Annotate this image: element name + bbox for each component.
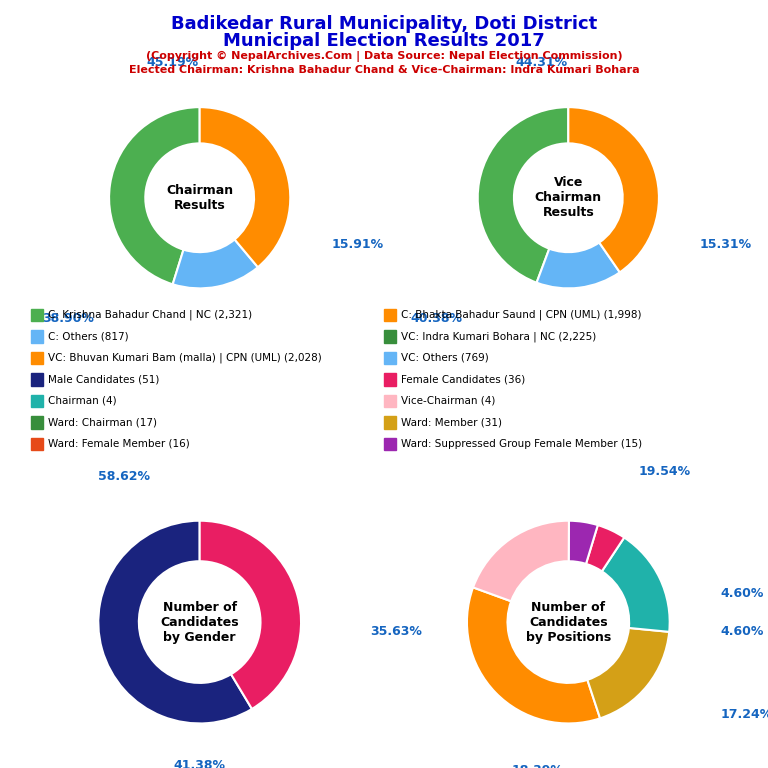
Wedge shape bbox=[588, 628, 669, 718]
Wedge shape bbox=[602, 538, 670, 632]
Text: 15.91%: 15.91% bbox=[331, 237, 383, 250]
Wedge shape bbox=[478, 107, 568, 283]
Text: Ward: Chairman (17): Ward: Chairman (17) bbox=[48, 417, 157, 428]
Wedge shape bbox=[98, 521, 252, 723]
Text: 58.62%: 58.62% bbox=[98, 470, 150, 483]
Text: 4.60%: 4.60% bbox=[720, 624, 763, 637]
Text: Municipal Election Results 2017: Municipal Election Results 2017 bbox=[223, 32, 545, 50]
Text: Ward: Suppressed Group Female Member (15): Ward: Suppressed Group Female Member (15… bbox=[401, 439, 642, 449]
Text: Vice
Chairman
Results: Vice Chairman Results bbox=[535, 177, 602, 219]
Text: Number of
Candidates
by Gender: Number of Candidates by Gender bbox=[161, 601, 239, 644]
Text: (Copyright © NepalArchives.Com | Data Source: Nepal Election Commission): (Copyright © NepalArchives.Com | Data So… bbox=[146, 51, 622, 61]
Text: Number of
Candidates
by Positions: Number of Candidates by Positions bbox=[525, 601, 611, 644]
Text: 19.54%: 19.54% bbox=[638, 465, 690, 478]
Text: Badikedar Rural Municipality, Doti District: Badikedar Rural Municipality, Doti Distr… bbox=[170, 15, 598, 33]
Text: 18.39%: 18.39% bbox=[512, 764, 564, 768]
Wedge shape bbox=[568, 521, 598, 564]
Text: 45.19%: 45.19% bbox=[147, 56, 199, 69]
Text: Female Candidates (36): Female Candidates (36) bbox=[401, 374, 525, 385]
Text: C: Krishna Bahadur Chand | NC (2,321): C: Krishna Bahadur Chand | NC (2,321) bbox=[48, 310, 252, 320]
Text: 44.31%: 44.31% bbox=[515, 56, 568, 69]
Wedge shape bbox=[537, 243, 620, 288]
Wedge shape bbox=[200, 107, 290, 267]
Text: C: Others (817): C: Others (817) bbox=[48, 331, 128, 342]
Text: 40.38%: 40.38% bbox=[411, 313, 463, 326]
Text: Chairman (4): Chairman (4) bbox=[48, 396, 116, 406]
Wedge shape bbox=[200, 521, 301, 709]
Text: Elected Chairman: Krishna Bahadur Chand & Vice-Chairman: Indra Kumari Bohara: Elected Chairman: Krishna Bahadur Chand … bbox=[129, 65, 639, 74]
Text: Vice-Chairman (4): Vice-Chairman (4) bbox=[401, 396, 495, 406]
Wedge shape bbox=[586, 525, 624, 571]
Text: Ward: Female Member (16): Ward: Female Member (16) bbox=[48, 439, 190, 449]
Wedge shape bbox=[467, 588, 600, 723]
Text: 35.63%: 35.63% bbox=[370, 624, 422, 637]
Wedge shape bbox=[568, 107, 659, 273]
Text: VC: Indra Kumari Bohara | NC (2,225): VC: Indra Kumari Bohara | NC (2,225) bbox=[401, 331, 596, 342]
Text: C: Bhakta Bahadur Saund | CPN (UML) (1,998): C: Bhakta Bahadur Saund | CPN (UML) (1,9… bbox=[401, 310, 641, 320]
Text: VC: Bhuvan Kumari Bam (malla) | CPN (UML) (2,028): VC: Bhuvan Kumari Bam (malla) | CPN (UML… bbox=[48, 353, 321, 363]
Wedge shape bbox=[473, 521, 569, 601]
Text: 4.60%: 4.60% bbox=[720, 587, 763, 600]
Text: 17.24%: 17.24% bbox=[720, 708, 768, 721]
Wedge shape bbox=[109, 107, 200, 284]
Text: Ward: Member (31): Ward: Member (31) bbox=[401, 417, 502, 428]
Text: Male Candidates (51): Male Candidates (51) bbox=[48, 374, 159, 385]
Text: 41.38%: 41.38% bbox=[174, 759, 226, 768]
Wedge shape bbox=[173, 240, 258, 288]
Text: 38.90%: 38.90% bbox=[42, 313, 94, 326]
Text: Chairman
Results: Chairman Results bbox=[166, 184, 233, 212]
Text: 15.31%: 15.31% bbox=[700, 237, 752, 250]
Text: VC: Others (769): VC: Others (769) bbox=[401, 353, 488, 363]
